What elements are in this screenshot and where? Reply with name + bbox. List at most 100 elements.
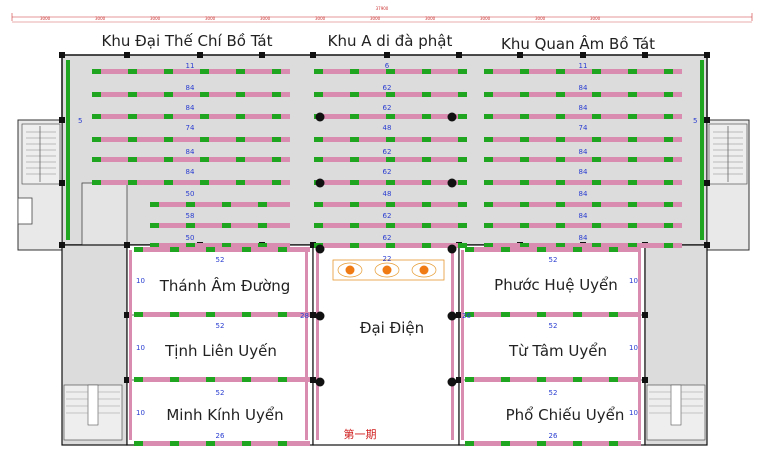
column-post	[456, 377, 462, 383]
niche-segment	[314, 69, 323, 74]
niche-segment	[150, 243, 159, 248]
niche-segment	[520, 180, 529, 185]
niche-row	[484, 202, 682, 207]
niche-segment	[556, 114, 565, 119]
row-count: 84	[579, 212, 588, 220]
niche-row	[134, 247, 310, 252]
niche-segment	[186, 202, 195, 207]
niche-segment	[386, 92, 395, 97]
niche-segment	[206, 247, 215, 252]
row-count: 84	[579, 190, 588, 198]
column-post	[642, 312, 648, 318]
dimension-line: 37900 3000 3000 3000 3000 3000 3000 3000…	[11, 6, 753, 23]
column-post	[580, 52, 586, 58]
row-count-labels: 11 6 11 84 62 84 84 62 84 74 48 74 84 62 84 84 62 84 50 48 8…	[186, 62, 588, 242]
niche-segment	[422, 223, 431, 228]
niche-segment	[278, 247, 287, 252]
niche-segment	[592, 223, 601, 228]
niche-segment	[458, 69, 467, 74]
niche-segment	[386, 202, 395, 207]
niche-segment	[556, 243, 565, 248]
dimension-segment: 3000	[590, 16, 601, 21]
niche-segment	[242, 377, 251, 382]
column-post	[59, 52, 65, 58]
niche-segment	[170, 441, 179, 446]
niche-row	[150, 223, 290, 228]
niche-column	[700, 60, 704, 240]
count-wing-left-last: 26	[216, 432, 225, 440]
niche-segment	[537, 312, 546, 317]
niche-segment	[350, 157, 359, 162]
column-post	[310, 377, 316, 383]
niche-column	[316, 250, 319, 440]
column-post	[124, 52, 130, 58]
niche-segment	[484, 202, 493, 207]
row-count: 48	[383, 190, 392, 198]
niche-row	[92, 114, 290, 119]
niche-segment	[128, 180, 137, 185]
niche-segment	[200, 157, 209, 162]
row-count: 84	[186, 168, 195, 176]
niche-segment	[458, 180, 467, 185]
count-side-right: 5	[693, 117, 697, 125]
niche-segment	[134, 441, 143, 446]
column-post	[517, 52, 523, 58]
column-post	[124, 377, 130, 383]
dimension-segment: 3000	[150, 16, 161, 21]
niche-segment	[278, 441, 287, 446]
niche-segment	[628, 69, 637, 74]
niche-segment	[422, 137, 431, 142]
niche-segment	[134, 312, 143, 317]
niche-row	[92, 157, 290, 162]
row-count: 62	[383, 84, 392, 92]
niche-segment	[236, 92, 245, 97]
dimension-segment: 3000	[480, 16, 491, 21]
niche-row	[465, 441, 641, 446]
niche-segment	[314, 137, 323, 142]
niche-segment	[386, 69, 395, 74]
count-wing-right-last: 26	[549, 432, 558, 440]
dimension-total: 37900	[376, 6, 389, 11]
niche-segment	[664, 180, 673, 185]
niche-row	[484, 69, 682, 74]
lamp-icon	[345, 265, 355, 275]
column-post	[704, 242, 710, 248]
dimension-segment: 3000	[315, 16, 326, 21]
niche-segment	[484, 180, 493, 185]
niche-segment	[150, 202, 159, 207]
niche-segment	[501, 247, 510, 252]
niche-segment	[664, 114, 673, 119]
count-wing-left-bottom: 52	[216, 389, 225, 397]
dimension-segment: 3000	[370, 16, 381, 21]
column-post	[642, 52, 648, 58]
row-count: 58	[186, 212, 195, 220]
stair-left-lower	[63, 384, 123, 441]
niche-segment	[200, 69, 209, 74]
round-columns	[315, 112, 457, 387]
niche-segment	[386, 114, 395, 119]
row-count: 6	[385, 62, 390, 70]
niche-segment	[556, 202, 565, 207]
niche-segment	[465, 312, 474, 317]
niche-segment	[170, 377, 179, 382]
niche-segment	[465, 441, 474, 446]
niche-segment	[422, 202, 431, 207]
altar	[332, 259, 445, 281]
room-label-tham-am-duong: Thánh Âm Đường	[159, 276, 291, 295]
count-wing-right-mid: 52	[549, 322, 558, 330]
niche-segment	[556, 157, 565, 162]
niche-segment	[458, 243, 467, 248]
row-count: 62	[383, 104, 392, 112]
niche-row	[92, 69, 290, 74]
niche-segment	[242, 312, 251, 317]
niche-segment	[92, 69, 101, 74]
dimension-segment: 3000	[205, 16, 216, 21]
niche-column	[129, 250, 132, 440]
niche-segment	[350, 243, 359, 248]
niche-segment	[484, 243, 493, 248]
niche-segment	[592, 243, 601, 248]
niche-segment	[386, 137, 395, 142]
niche-segment	[314, 202, 323, 207]
niche-row	[92, 137, 290, 142]
dimension-segment: 3000	[535, 16, 546, 21]
